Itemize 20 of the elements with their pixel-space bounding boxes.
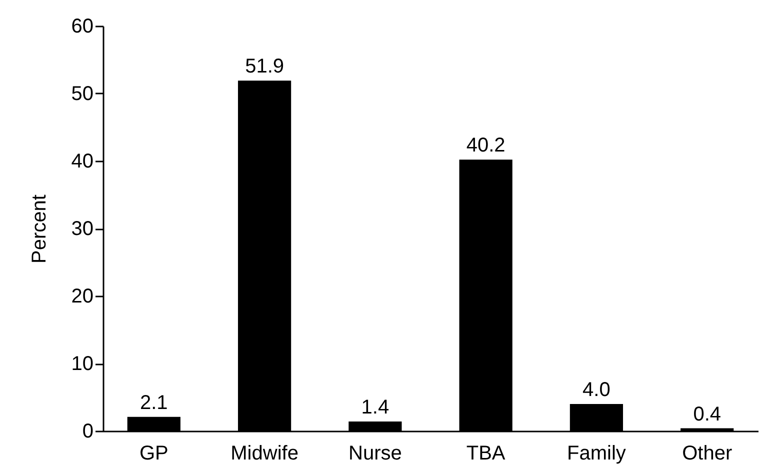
x-tick-label: GP: [139, 442, 168, 464]
x-tick-label: TBA: [466, 442, 506, 464]
y-tick-label: 60: [71, 16, 94, 38]
y-tick-label: 0: [82, 420, 94, 442]
data-label: 40.2: [466, 134, 506, 157]
data-label: 4.0: [582, 379, 610, 401]
data-label: 0.4: [693, 403, 722, 426]
data-label: 1.4: [361, 396, 390, 419]
data-label: 51.9: [245, 56, 284, 78]
y-tick-label: 20: [71, 286, 94, 308]
x-tick-label: Nurse: [348, 442, 402, 464]
y-axis-title: Percent: [28, 194, 50, 264]
y-tick-label: 10: [71, 353, 94, 375]
y-tick-label: 40: [71, 150, 94, 172]
x-tick-label: Other: [682, 442, 732, 464]
x-tick-label: Midwife: [230, 442, 298, 464]
y-tick-label: 50: [71, 83, 94, 105]
data-label: 2.1: [140, 392, 168, 414]
y-tick-label: 30: [71, 218, 94, 240]
x-tick-label: Family: [567, 442, 626, 464]
